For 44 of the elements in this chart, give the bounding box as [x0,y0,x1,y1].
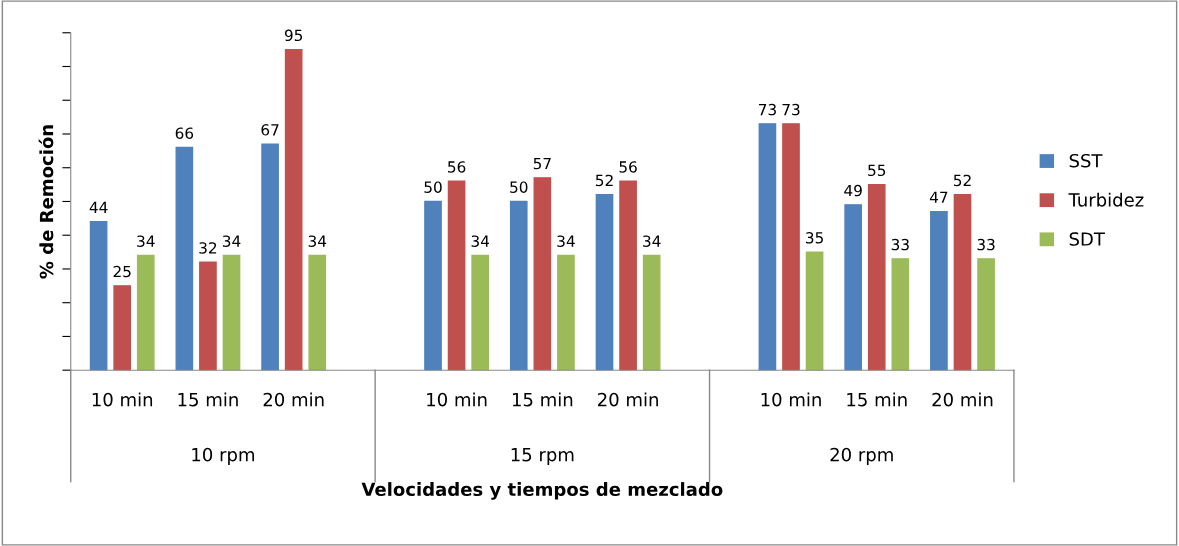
data-label: 47 [929,191,948,203]
data-label: 73 [782,103,800,116]
legend-label: SST [1069,153,1103,168]
data-label: 66 [175,127,194,139]
data-label: 34 [643,235,661,247]
x-tick-label: 15 min [847,392,907,407]
x-tick-label: 10 min [92,392,153,407]
data-label: 34 [308,235,327,247]
legend-label: SDT [1069,232,1105,246]
data-label: 55 [868,164,886,177]
data-label: 34 [557,235,575,247]
text: 10 rpm [192,447,254,465]
x-tick-label: 20 min [598,392,658,407]
legend-label: Turbidez [1068,192,1144,207]
data-label: 73 [758,103,776,116]
data-label: 33 [891,238,909,251]
data-label: 67 [261,124,279,136]
data-label: 44 [89,201,108,213]
data-label: 35 [806,232,823,244]
data-label: 56 [448,161,466,173]
y-axis-title: % de Remoción [38,125,54,279]
text: 20 rpm [830,447,893,465]
x-axis-title: Velocidades y tiempos de mezclado [361,482,723,500]
data-label: 52 [595,174,613,187]
x-tick-label: 10 min [427,392,487,407]
data-label: 49 [844,184,862,197]
data-label: 50 [510,181,528,193]
x-tick-label: 15 min [512,392,573,407]
data-label: 56 [619,161,637,173]
data-label: 32 [199,242,217,254]
data-label: 34 [471,235,490,247]
x-tick-label: 20 min [932,392,993,407]
data-label: 33 [977,238,995,251]
x-tick-label: 15 min [178,392,238,407]
data-label: 34 [137,235,155,247]
data-label: 25 [113,265,131,278]
data-label: 52 [953,174,971,187]
data-label: 57 [533,157,551,170]
data-label: 34 [222,235,241,247]
x-tick-label: 10 min [761,392,821,407]
text: 15 rpm [511,448,574,465]
x-tick-label: 20 min [263,392,324,407]
data-label: 50 [424,181,442,193]
data-label: 95 [284,29,303,42]
